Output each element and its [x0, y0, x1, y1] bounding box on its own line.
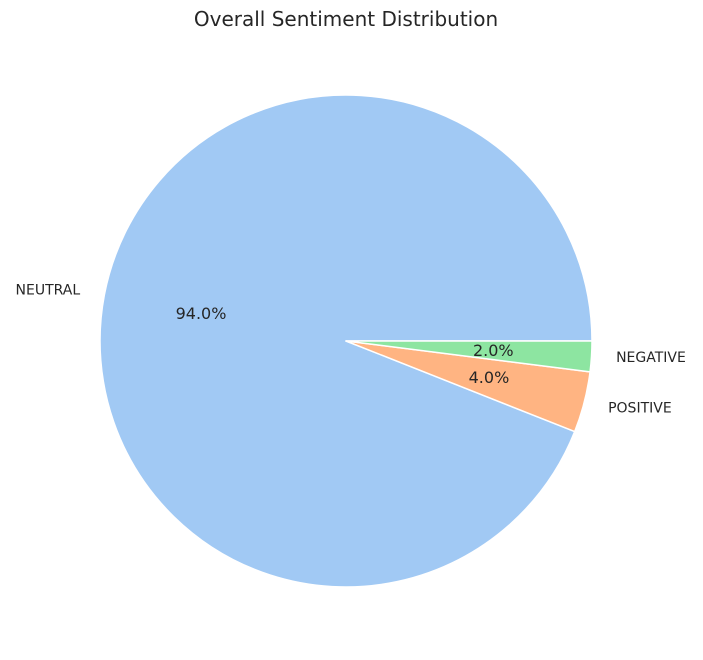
chart-title: Overall Sentiment Distribution: [194, 7, 498, 31]
pct-label-positive: 4.0%: [469, 368, 510, 387]
slice-label-neutral: NEUTRAL: [16, 282, 81, 298]
pct-label-negative: 2.0%: [473, 341, 514, 360]
pct-label-neutral: 94.0%: [176, 304, 227, 323]
pie-labels: NEUTRAL 94.0% POSITIVE 4.0% NEGATIVE 2.0%: [16, 282, 686, 416]
pie-slice-negative: [345, 340, 593, 373]
slice-label-positive: POSITIVE: [608, 400, 672, 416]
pie-slices: [99, 94, 593, 588]
slice-label-negative: NEGATIVE: [616, 350, 686, 366]
